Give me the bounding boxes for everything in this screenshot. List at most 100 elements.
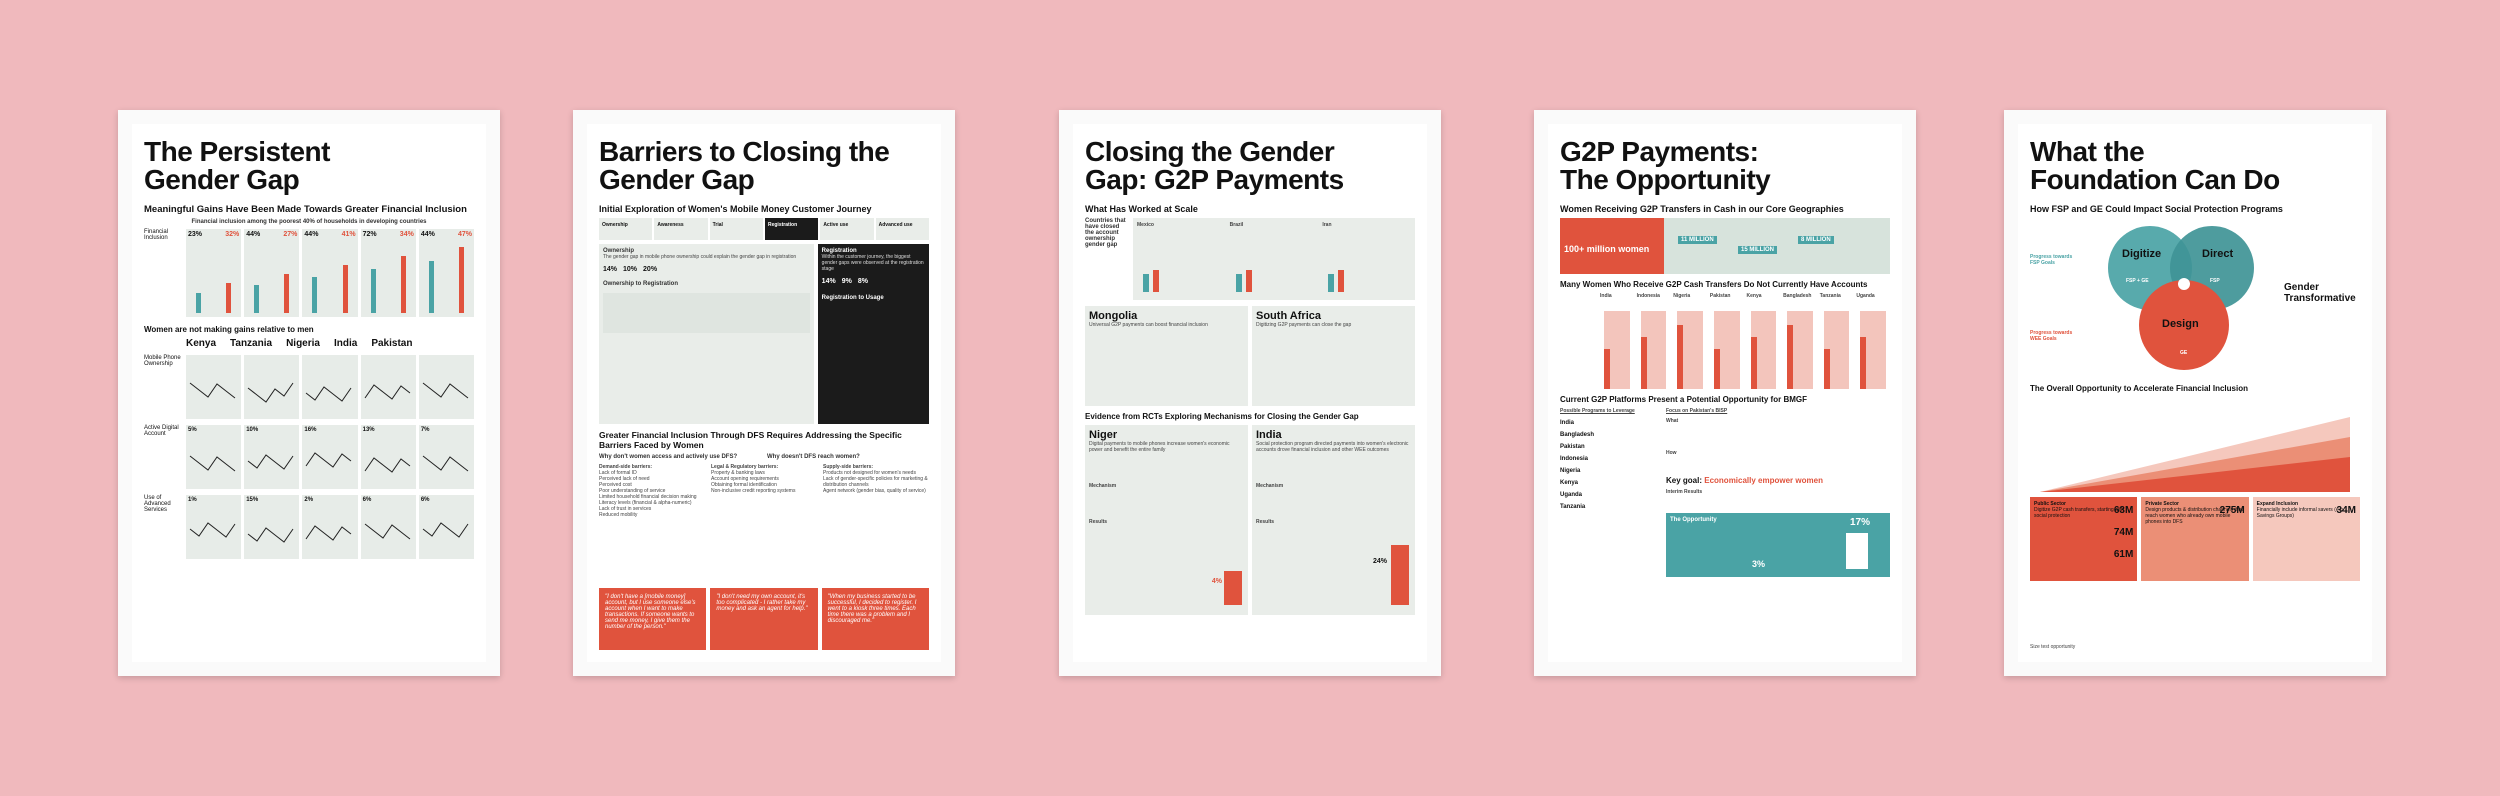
bar-red — [342, 265, 348, 313]
platforms: Possible Programs to Leverage India Bangl… — [1560, 408, 1890, 577]
stage-tab: Advanced use — [875, 218, 929, 240]
case-title: India — [1256, 429, 1282, 441]
row-label: Countries that have closed the account o… — [1085, 218, 1126, 248]
trend-line — [305, 452, 352, 468]
inclusion-column: 72% 34% — [360, 229, 416, 317]
supply-barriers: Supply-side barriers: Products not desig… — [823, 464, 929, 518]
comparison-column — [302, 355, 358, 419]
pct-label: 44% — [304, 231, 319, 238]
country-panel: Brazil — [1230, 222, 1319, 296]
design-label: Design — [2162, 318, 2199, 330]
comparison-column: 13% — [360, 425, 416, 489]
program-item: Bangladesh — [1560, 432, 1595, 438]
comparison-column — [244, 355, 300, 419]
barrier-item: Agent network (gender bias, quality of s… — [823, 488, 926, 494]
country-bar-col: Pakistan — [1710, 293, 1744, 389]
sector-boxes: Public Sector Digitize G2P cash transfers… — [2030, 497, 2360, 581]
comparison-column — [418, 355, 475, 419]
inclusion-column: 44% 27% — [244, 229, 300, 317]
bar-teal — [1235, 274, 1242, 292]
results-head: Results — [1256, 519, 1275, 525]
registration-panel: Registration Within the customer journey… — [817, 244, 929, 424]
poster-g2p-payments: Closing the Gender Gap: G2P Payments Wha… — [1073, 124, 1427, 662]
fsp-ge-label: FSP + GE — [2126, 278, 2149, 284]
poster-frame-1: The Persistent Gender Gap Meaningful Gai… — [118, 110, 500, 676]
bisp-head: Focus on Pakistan's BISP — [1666, 408, 1728, 414]
pct-label: 44% — [420, 231, 435, 238]
barrier-item: Perceived cost — [599, 482, 632, 488]
country-bar-col: Tanzania — [1820, 293, 1854, 389]
stage-tab: Active use — [820, 218, 874, 240]
poster-frame-3: Closing the Gender Gap: G2P Payments Wha… — [1059, 110, 1441, 676]
fsp-goals-label: Progress towards FSP Goals — [2030, 254, 2073, 266]
row-label: Use of Advanced Services — [144, 495, 171, 513]
poster-frame-4: G2P Payments: The Opportunity Women Rece… — [1534, 110, 1916, 676]
world-map: 11 MILLION 15 MILLION 8 MILLION — [1664, 218, 1890, 274]
trend-line — [305, 525, 352, 541]
what-head: What — [1666, 418, 1679, 424]
key-goal: Key goal: Economically empower women — [1666, 476, 1823, 485]
sector-head: Private Sector — [2145, 501, 2179, 507]
registration-head: Registration — [821, 248, 857, 254]
pct-label: 2% — [304, 497, 314, 503]
comparison-rows: Mobile Phone Ownership Active Digital Acc… — [144, 355, 475, 559]
pct-label: 44% — [246, 231, 261, 238]
footer-note: Size test opportunity — [2030, 644, 2076, 650]
comparison-columns: 1% 15% 2% 6% 6% — [186, 495, 475, 559]
pct-label: 7% — [420, 427, 430, 433]
country-name: Iran — [1322, 222, 1332, 228]
india-bar — [1391, 545, 1409, 605]
ownership-pcts: 14% 10% 20% — [603, 266, 810, 273]
pct-label: 13% — [362, 427, 375, 433]
supply-head: Supply-side barriers: — [823, 464, 874, 470]
case-studies-1: Mongolia Universal G2P payments can boos… — [1085, 306, 1415, 406]
poster-subtitle: Women Receiving G2P Transfers in Cash in… — [1560, 204, 1844, 214]
poster-foundation: What the Foundation Can Do How FSP and G… — [2018, 124, 2372, 662]
direct-label: Direct — [2202, 248, 2234, 260]
country-panel: Mexico — [1137, 222, 1226, 296]
poster-title: G2P Payments: The Opportunity — [1560, 138, 1890, 194]
pct-label: 34% — [399, 231, 414, 238]
sector-head: Public Sector — [2034, 501, 2066, 507]
trend-line — [364, 384, 410, 400]
country-name: Indonesia — [1636, 293, 1660, 299]
trend-line — [364, 523, 410, 540]
trend-line — [422, 522, 469, 538]
comparison-columns — [186, 355, 475, 419]
poster-barriers: Barriers to Closing the Gender Gap Initi… — [587, 124, 941, 662]
bar-red — [400, 256, 406, 313]
bar-fill — [1860, 337, 1867, 389]
design-circle — [2139, 280, 2229, 370]
comparison-column: 6% — [360, 495, 416, 559]
section-heading: Women are not making gains relative to m… — [144, 325, 314, 334]
question-2: Why doesn't DFS reach women? — [767, 454, 860, 460]
sector-box: Public Sector Digitize G2P cash transfers… — [2030, 497, 2138, 581]
closed-gap-row: Countries that have closed the account o… — [1085, 218, 1415, 300]
pct-label: 1% — [188, 497, 197, 503]
program-item: Pakistan — [1560, 444, 1585, 450]
poster-gender-gap: The Persistent Gender Gap Meaningful Gai… — [132, 124, 486, 662]
comparison-column: 10% — [244, 425, 300, 489]
barrier-item: Non-inclusive credit reporting systems — [711, 488, 796, 494]
barrier-item: Poor understanding of service — [599, 488, 666, 494]
pct-label: 16% — [304, 427, 317, 433]
pct-label: 27% — [283, 231, 298, 238]
section-heading: Greater Financial Inclusion Through DFS … — [599, 430, 902, 450]
stage-tab: Registration — [764, 218, 819, 240]
case-india: India Social protection program directed… — [1252, 425, 1415, 615]
barrier-item: Reduced mobility — [599, 512, 638, 518]
pct-label: 15% — [246, 497, 259, 503]
niger-stat: 4% — [1211, 578, 1222, 585]
case-niger: Niger Digital payments to mobile phones … — [1085, 425, 1248, 615]
country-panel: Iran — [1322, 222, 1411, 296]
trend-line — [189, 455, 236, 472]
country-name: Uganda — [1856, 293, 1875, 299]
case-text: Digitizing G2P payments can close the ga… — [1256, 322, 1352, 328]
gender-transformative-label: Gender Transformative — [2284, 282, 2356, 304]
pct-label: 6% — [362, 497, 372, 503]
case-text: Digital payments to mobile phones increa… — [1089, 441, 1230, 453]
trend-line — [189, 382, 236, 399]
poster-frame-2: Barriers to Closing the Gender Gap Initi… — [573, 110, 955, 676]
quotes: "I don't have a [mobile money] account, … — [599, 588, 929, 650]
mechanism-head: Mechanism — [1256, 483, 1284, 489]
